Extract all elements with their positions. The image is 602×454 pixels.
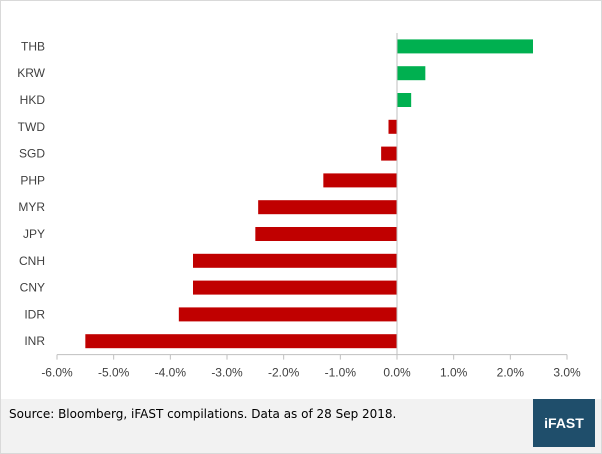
bar-thb — [397, 39, 533, 54]
x-tick-label: 2.0% — [497, 366, 525, 380]
category-label-myr: MYR — [18, 200, 45, 214]
bar-php — [323, 173, 397, 188]
category-label-krw: KRW — [17, 66, 45, 80]
bar-chart: THB KRW HKD TWD SGD PHP MYR JPY CNH CNY IDR INR -6.0… — [17, 33, 581, 380]
bar-hkd — [397, 93, 412, 107]
category-label-thb: THB — [21, 39, 45, 53]
bar-idr — [178, 307, 397, 322]
bar-cnh — [193, 253, 397, 268]
bar-myr — [258, 200, 397, 215]
category-label-sgd: SGD — [19, 147, 45, 161]
x-tick-label: -1.0% — [325, 366, 357, 380]
category-label-inr: INR — [24, 334, 45, 348]
bar-jpy — [255, 227, 397, 241]
category-label-cnh: CNH — [19, 254, 45, 268]
category-label-jpy: JPY — [23, 227, 45, 241]
ifast-logo: iFAST — [533, 399, 595, 447]
x-tick-label: -4.0% — [155, 366, 187, 380]
footer: Source: Bloomberg, iFAST compilations. D… — [1, 399, 601, 453]
x-tick-label: -3.0% — [211, 366, 243, 380]
bar-krw — [397, 66, 426, 81]
category-label-twd: TWD — [18, 120, 46, 134]
x-tick-label: 1.0% — [440, 366, 468, 380]
x-tick-label: 3.0% — [553, 366, 581, 380]
bar-cny — [193, 280, 397, 295]
category-label-hkd: HKD — [20, 93, 46, 107]
x-tick-label: -2.0% — [268, 366, 300, 380]
x-tick-label: 0.0% — [383, 366, 411, 380]
x-tick-label: -6.0% — [41, 366, 73, 380]
category-label-idr: IDR — [24, 307, 45, 321]
category-label-cny: CNY — [20, 281, 45, 295]
bar-sgd — [381, 146, 397, 161]
bar-inr — [85, 334, 397, 349]
bar-twd — [388, 119, 397, 134]
category-label-php: PHP — [20, 173, 45, 187]
source-note: Source: Bloomberg, iFAST compilations. D… — [9, 407, 397, 421]
x-tick-label: -5.0% — [98, 366, 130, 380]
